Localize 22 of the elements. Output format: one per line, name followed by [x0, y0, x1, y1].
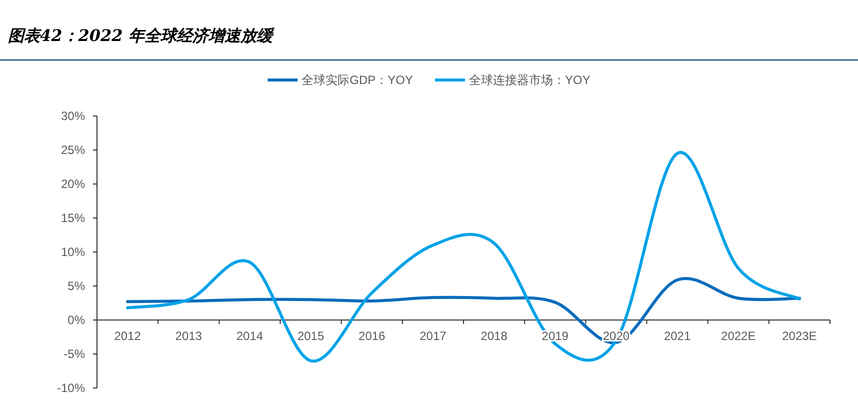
- y-tick-label: 25%: [60, 143, 86, 157]
- y-tick-label: 15%: [60, 211, 86, 225]
- x-tick-label: 2021: [664, 329, 691, 343]
- y-tick-label: 20%: [60, 177, 86, 191]
- x-tick-label: 2013: [175, 329, 202, 343]
- y-tick-label: 0%: [68, 313, 86, 327]
- x-tick-label: 2014: [236, 329, 264, 343]
- x-tick-label: 2015: [297, 329, 324, 343]
- x-tick-label: 2017: [420, 329, 447, 343]
- legend-label: 全球连接器市场：YOY: [469, 73, 590, 87]
- y-tick-label: -5%: [64, 347, 86, 361]
- x-tick-label: 2012: [114, 329, 142, 343]
- y-tick-label: 30%: [60, 109, 86, 123]
- y-tick-label: 10%: [60, 245, 86, 259]
- legend-label: 全球实际GDP：YOY: [302, 73, 414, 87]
- y-tick-label: -10%: [56, 381, 86, 395]
- chart-title: 图表42：2022 年全球经济增速放缓: [8, 26, 274, 45]
- x-tick-label: 2018: [480, 329, 508, 343]
- y-tick-label: 5%: [68, 279, 86, 293]
- x-tick-label: 2022E: [721, 329, 756, 343]
- x-tick-label: 2023E: [782, 329, 817, 343]
- x-tick-label: 2016: [358, 329, 386, 343]
